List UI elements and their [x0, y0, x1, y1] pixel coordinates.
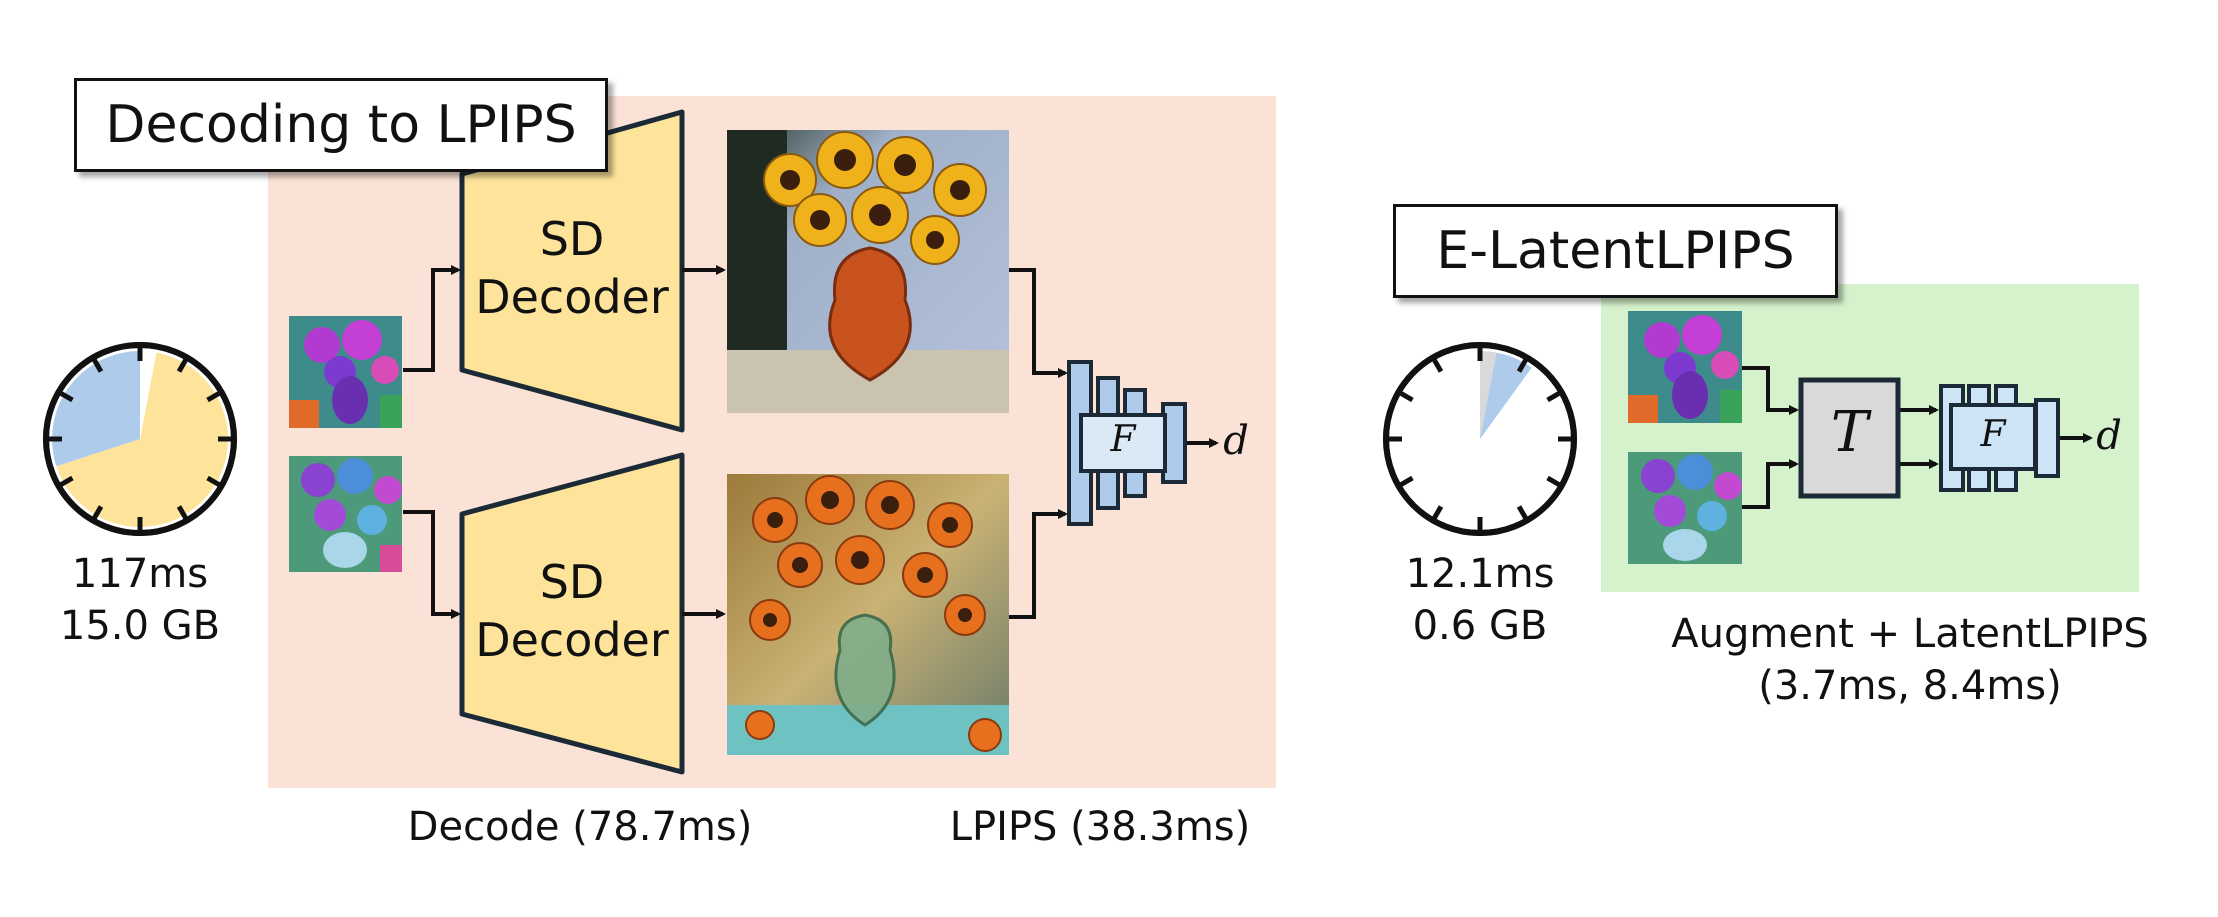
- decoder-top-label: SD Decoder: [462, 210, 682, 326]
- right-latent-thumbnail-top: [1628, 311, 1742, 423]
- clock-tick: [1431, 505, 1444, 520]
- arrow-latent-bottom-to-decoder: [403, 510, 461, 619]
- right-panel-title-text: E-LatentLPIPS: [1436, 221, 1795, 281]
- clock-tick: [1399, 390, 1414, 403]
- clock-tick: [91, 505, 104, 520]
- sd-decoder-bottom: [459, 452, 685, 775]
- clock-tick: [206, 475, 221, 488]
- right-latentlpips-network: [1939, 384, 2060, 492]
- decoded-image-bottom: [727, 474, 1009, 755]
- right-caption-line2: (3.7ms, 8.4ms): [1758, 663, 2062, 709]
- transform-symbol: T: [1830, 400, 1869, 465]
- arrow-image-top-to-lpips: [1009, 268, 1068, 378]
- clock-tick: [1399, 475, 1414, 488]
- clock-tick: [91, 358, 104, 373]
- decoder-bottom-label-line2: Decoder: [475, 613, 669, 667]
- left-timer-time: 117ms: [71, 551, 209, 597]
- left-output-symbol: d: [1223, 418, 1249, 464]
- sd-decoder-top: [459, 109, 685, 433]
- clock-tick: [59, 475, 74, 488]
- input-latent-thumbnail-bottom: [289, 456, 402, 572]
- arrow-right-latent-bottom-to-transform: [1742, 459, 1799, 509]
- clock-tick: [1431, 358, 1444, 373]
- right-output-symbol: d: [2096, 413, 2122, 459]
- left-panel-title-text: Decoding to LPIPS: [105, 95, 577, 155]
- left-timer-lpips-slice: [52, 351, 140, 467]
- decoder-bottom-label-line1: SD: [539, 555, 605, 609]
- left-lpips-network: [1067, 360, 1187, 526]
- right-timer-memory: 0.6 GB: [1412, 603, 1548, 649]
- right-panel-caption: Augment + LatentLPIPS (3.7ms, 8.4ms): [1640, 608, 2180, 712]
- right-connectors: [1742, 366, 2093, 509]
- transform-box: [1798, 377, 1901, 499]
- clock-tick: [59, 390, 74, 403]
- right-timer-latentlpips-slice: [1480, 352, 1532, 439]
- clock-tick: [1546, 390, 1561, 403]
- right-caption-line1: Augment + LatentLPIPS: [1671, 611, 2149, 657]
- arrow-latent-top-to-decoder: [403, 265, 461, 372]
- caption-decode: Decode (78.7ms): [407, 804, 753, 850]
- right-latent-thumbnail-bottom: [1628, 452, 1742, 564]
- left-timer-decode-slice: [56, 352, 228, 528]
- input-latent-thumbnail-top: [289, 316, 402, 428]
- clock-tick: [176, 505, 189, 520]
- arrow-image-bottom-to-lpips: [1009, 509, 1068, 619]
- left-connectors: [403, 265, 1219, 619]
- clock-tick: [1546, 475, 1561, 488]
- right-panel-title: E-LatentLPIPS: [1393, 204, 1838, 298]
- right-timer-augment-slice: [1480, 351, 1497, 439]
- decoder-bottom-label: SD Decoder: [462, 553, 682, 669]
- decoder-top-label-line2: Decoder: [475, 270, 669, 324]
- clock-tick: [176, 358, 189, 373]
- clock-tick: [206, 390, 221, 403]
- left-timer-memory: 15.0 GB: [59, 603, 221, 649]
- left-timer-clock: [43, 342, 237, 536]
- arrow-right-latent-top-to-transform: [1742, 366, 1799, 415]
- right-timer-caption: 12.1ms 0.6 GB: [1380, 548, 1580, 652]
- caption-lpips: LPIPS (38.3ms): [949, 804, 1251, 850]
- left-panel-title: Decoding to LPIPS: [74, 78, 608, 172]
- right-timer-clock: [1383, 342, 1577, 536]
- left-feature-symbol: F: [1110, 419, 1136, 460]
- decoder-top-label-line1: SD: [539, 212, 605, 266]
- decoded-image-top: [727, 130, 1009, 413]
- left-timer-caption: 117ms 15.0 GB: [40, 548, 240, 652]
- right-timer-time: 12.1ms: [1405, 551, 1555, 597]
- clock-tick: [1516, 505, 1529, 520]
- clock-tick: [1516, 358, 1529, 373]
- right-feature-symbol: F: [1980, 414, 2006, 455]
